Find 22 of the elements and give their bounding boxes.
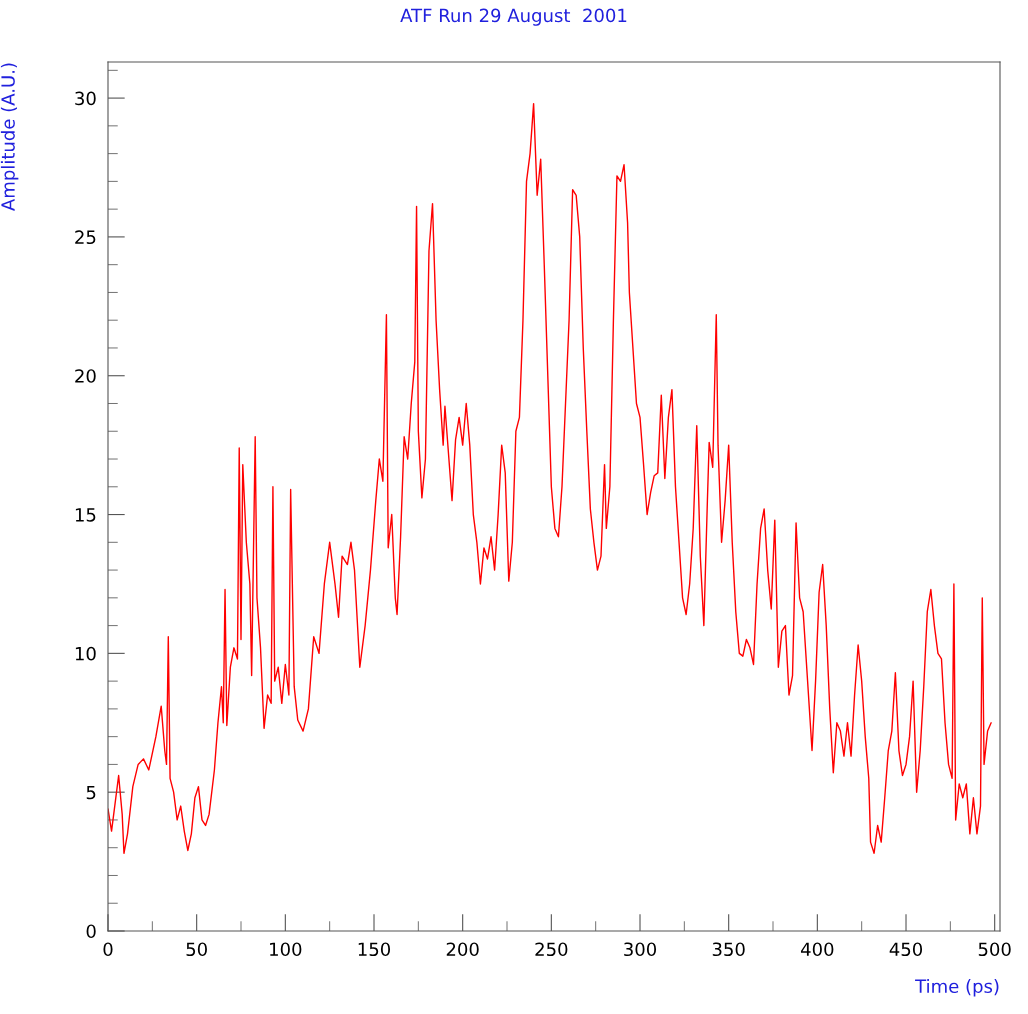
y-tick-label: 25	[75, 230, 96, 245]
x-tick-label: 250	[535, 942, 568, 957]
x-tick-label: 400	[801, 942, 834, 957]
x-axis-title: Time (ps)	[915, 979, 999, 997]
y-tick-label: 0	[86, 924, 96, 939]
x-tick-label: 0	[103, 942, 113, 957]
y-tick-label: 5	[86, 785, 96, 800]
chart-title: ATF Run 29 August 2001	[400, 8, 627, 26]
y-tick-label: 10	[75, 646, 96, 661]
x-tick-label: 350	[712, 942, 745, 957]
y-tick-label: 20	[75, 369, 96, 383]
x-tick-label: 300	[624, 942, 657, 957]
x-tick-label: 450	[889, 942, 923, 957]
x-tick-label: 200	[446, 942, 479, 957]
y-tick-label: 15	[75, 508, 96, 522]
x-tick-label: 150	[358, 942, 391, 957]
y-axis-title: Amplitude (A.U.)	[0, 63, 19, 211]
x-tick-label: 50	[186, 942, 207, 957]
line-series	[108, 102, 992, 854]
x-tick-label: 500	[978, 942, 1011, 957]
y-tick-label: 30	[75, 91, 96, 106]
x-tick-label: 100	[270, 942, 302, 957]
